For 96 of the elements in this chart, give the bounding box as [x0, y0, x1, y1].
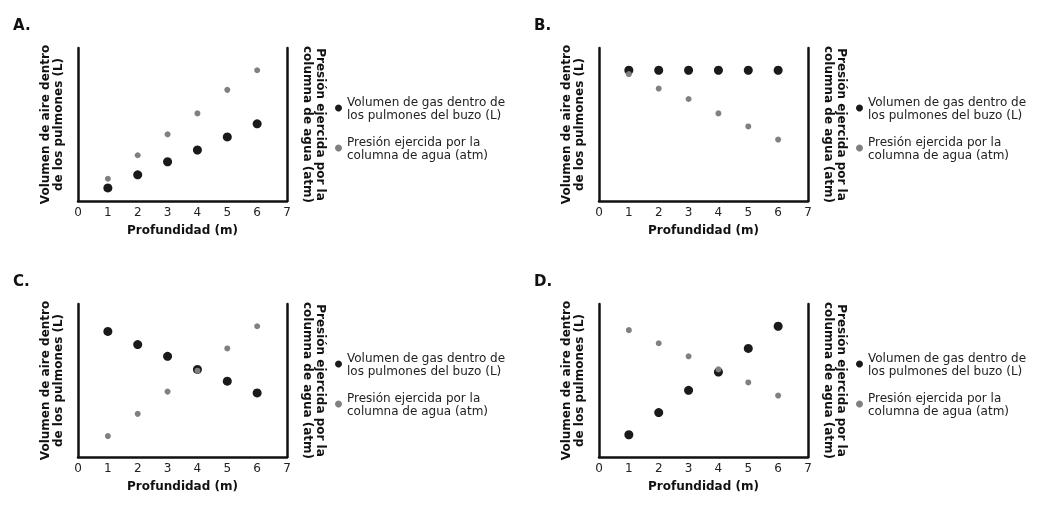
y2-axis-title: Presión ejercida por la columna de agua (atm): [300, 45, 328, 204]
x-tick-label: 2: [133, 461, 142, 475]
point: [685, 96, 692, 102]
point: [715, 110, 722, 117]
legend-label: Presión ejercida por la columna de agua (atm): [868, 390, 1010, 418]
point: [222, 132, 232, 142]
x-tick-label: 1: [625, 461, 633, 475]
chart-title: B.: [534, 15, 552, 34]
x-tick-label: 0: [595, 205, 603, 219]
x-axis-title: Profundidad (m): [648, 222, 759, 237]
x-tick-label: 0: [74, 461, 82, 475]
legend-label: Volumen de gas dentro de los pulmones del buzo (L): [347, 350, 506, 378]
x-tick-label: 5: [744, 461, 753, 475]
point: [684, 385, 694, 395]
point: [134, 152, 141, 159]
point: [163, 157, 173, 167]
point: [773, 65, 783, 75]
x-tick-label: 7: [804, 461, 812, 475]
point: [775, 136, 782, 143]
point: [133, 340, 143, 350]
point: [252, 119, 262, 129]
point: [252, 388, 262, 398]
point: [684, 65, 694, 75]
point: [104, 175, 111, 182]
x-tick-label: 1: [104, 205, 112, 219]
x-tick-label: 4: [193, 461, 202, 475]
point: [625, 327, 632, 334]
x-tick-label: 6: [774, 461, 782, 475]
legend-label: Presión ejercida por la columna de agua (atm): [347, 390, 489, 418]
point: [163, 351, 173, 361]
x-tick-label: 0: [595, 461, 603, 475]
point: [224, 86, 231, 93]
x-tick-label: 3: [684, 205, 693, 219]
point: [743, 65, 753, 75]
y2-axis-title: Presión ejercida por la columna de agua (atm): [821, 45, 849, 204]
y-axis-title: Volumen de aire dentro de los pulmones (L): [37, 300, 65, 461]
point: [775, 392, 782, 399]
point: [133, 170, 143, 180]
x-tick-label: 6: [253, 461, 261, 475]
y-axis-title: Volumen de aire dentro de los pulmones (L): [558, 300, 586, 461]
x-tick-label: 1: [625, 205, 633, 219]
point: [685, 353, 692, 360]
point: [103, 326, 113, 336]
x-tick-label: 3: [163, 461, 172, 475]
point: [773, 321, 783, 331]
point: [743, 343, 753, 353]
point: [715, 366, 722, 373]
x-tick-label: 2: [654, 461, 663, 475]
x-tick-label: 5: [223, 205, 232, 219]
point: [222, 376, 232, 386]
legend-label: Presión ejercida por la columna de agua (atm): [868, 134, 1010, 162]
x-tick-label: 5: [223, 461, 232, 475]
y2-axis-title: Presión ejercida por la columna de agua (atm): [300, 301, 328, 460]
point: [624, 430, 634, 440]
point: [654, 408, 664, 418]
x-tick-label: 1: [104, 461, 112, 475]
point: [654, 65, 664, 75]
legend-label: Volumen de gas dentro de los pulmones del buzo (L): [868, 94, 1027, 122]
point: [625, 71, 632, 78]
x-tick-label: 4: [193, 205, 202, 219]
x-tick-label: 2: [654, 205, 663, 219]
point: [192, 145, 202, 155]
x-tick-label: 4: [714, 205, 723, 219]
legend-label: Presión ejercida por la columna de agua (atm): [347, 134, 489, 162]
x-tick-label: 3: [163, 205, 172, 219]
point: [103, 183, 113, 193]
chart-title: C.: [13, 271, 30, 290]
x-tick-label: 0: [74, 205, 82, 219]
point: [164, 131, 171, 138]
x-tick-label: 5: [744, 205, 753, 219]
point: [713, 65, 723, 75]
x-axis-title: Profundidad (m): [127, 478, 238, 493]
point: [194, 110, 201, 117]
y2-axis-title: Presión ejercida por la columna de agua (atm): [821, 301, 849, 460]
point: [134, 410, 141, 417]
x-tick-label: 7: [283, 205, 291, 219]
x-tick-label: 3: [684, 461, 693, 475]
point: [104, 433, 111, 440]
y-axis-title: Volumen de aire dentro de los pulmones (L): [558, 44, 586, 205]
y-axis-title: Volumen de aire dentro de los pulmones (L): [37, 44, 65, 205]
x-axis-title: Profundidad (m): [127, 222, 238, 237]
x-tick-label: 6: [774, 205, 782, 219]
point: [655, 340, 662, 347]
point: [254, 323, 261, 330]
chart-title: A.: [13, 15, 31, 34]
point: [254, 67, 261, 74]
x-tick-label: 2: [133, 205, 142, 219]
x-tick-label: 6: [253, 205, 261, 219]
x-tick-label: 7: [283, 461, 291, 475]
x-tick-label: 7: [804, 205, 812, 219]
legend-label: Volumen de gas dentro de los pulmones del buzo (L): [347, 94, 506, 122]
x-axis-title: Profundidad (m): [648, 478, 759, 493]
point: [164, 388, 171, 395]
legend-label: Volumen de gas dentro de los pulmones del buzo (L): [868, 350, 1027, 378]
x-tick-label: 4: [714, 461, 723, 475]
chart-title: D.: [534, 271, 553, 290]
